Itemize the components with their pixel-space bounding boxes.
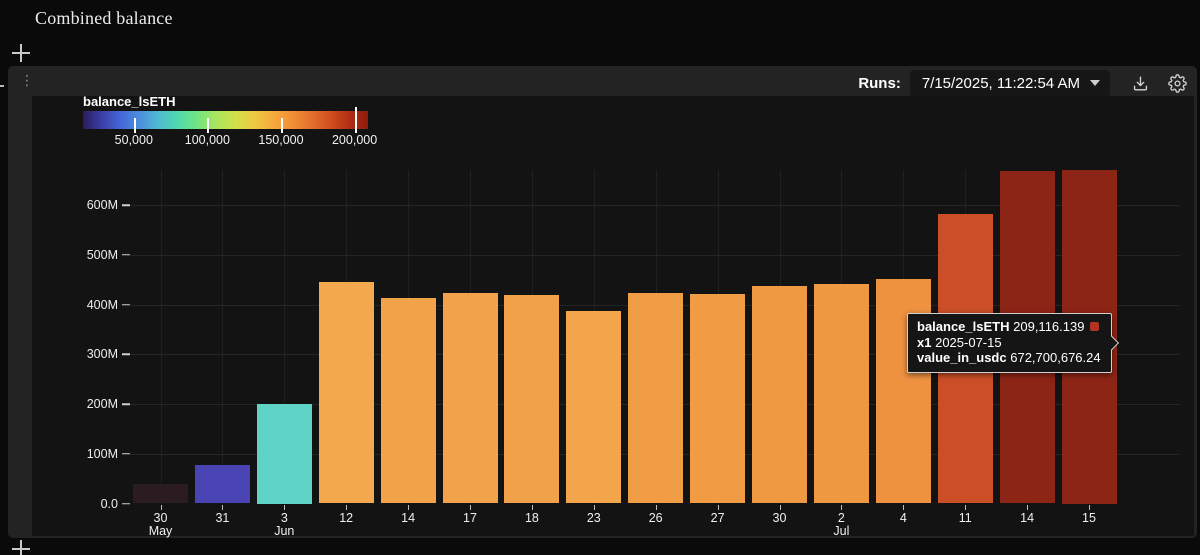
- bar[interactable]: [194, 464, 250, 504]
- gridline-vertical: [284, 170, 286, 504]
- tooltip-row: balance_lsETH 209,116.139: [917, 319, 1101, 335]
- y-axis-tick: [122, 453, 130, 455]
- x-axis-tick: [222, 505, 224, 510]
- y-axis-tick: [122, 403, 130, 405]
- tooltip-arrow: [1104, 335, 1119, 350]
- x-axis-tick-label: 3: [280, 510, 288, 525]
- bar[interactable]: [566, 310, 622, 504]
- y-axis-tick-label: 200M: [86, 397, 118, 411]
- gridline-vertical: [222, 170, 224, 504]
- bar[interactable]: [256, 404, 312, 504]
- x-axis-tick-label: 30: [153, 510, 168, 525]
- x-axis-tick-label: 31: [215, 510, 230, 525]
- tooltip: balance_lsETH 209,116.139 x1 2025-07-15 …: [907, 313, 1119, 373]
- color-scale-tick: [133, 118, 136, 133]
- x-axis-tick: [841, 505, 843, 510]
- x-axis-tick: [408, 505, 410, 510]
- x-axis-month-label: Jun: [274, 523, 295, 538]
- y-axis-tick-label: 100M: [86, 446, 118, 461]
- chart-area: balance_lsETH 50,000 100,000 150,000 200,00…: [32, 94, 1194, 538]
- x-axis-tick-label: 27: [710, 510, 725, 525]
- x-axis-tick-label: 17: [463, 510, 477, 525]
- x-axis-tick-label: 26: [648, 510, 663, 525]
- series-swatch: [1090, 322, 1100, 331]
- add-panel-icon-bottom[interactable]: [12, 540, 30, 555]
- tooltip-row: value_in_usdc 672,700,676.24: [917, 350, 1101, 365]
- y-axis-tick: [122, 502, 130, 505]
- bar[interactable]: [690, 293, 746, 504]
- x-axis-tick-label: 30: [772, 510, 787, 525]
- color-scale-tick-label: 50,000: [114, 133, 153, 147]
- x-axis-tick-label: 18: [524, 510, 539, 525]
- x-axis-tick-label: 15: [1082, 510, 1096, 525]
- x-axis-month-label: Jul: [833, 523, 850, 538]
- x-axis-tick-label: 12: [339, 510, 354, 525]
- page-title: Combined balance: [35, 8, 173, 28]
- runs-dropdown[interactable]: 7/15/2025, 11:22:54 AM: [909, 69, 1110, 97]
- y-axis-tick: [122, 303, 130, 306]
- bar[interactable]: [504, 294, 560, 504]
- x-axis-tick: [779, 505, 781, 510]
- x-axis-tick: [470, 505, 471, 510]
- x-axis-tick: [717, 505, 719, 510]
- y-axis-tick-label: 600M: [86, 198, 118, 212]
- color-scale-tick: [354, 107, 357, 133]
- gridline-horizontal: [130, 254, 1180, 256]
- bar[interactable]: [380, 297, 436, 504]
- color-scale-tick: [207, 118, 210, 133]
- add-panel-icon-top[interactable]: [12, 44, 30, 62]
- color-scale-tick-label: 200,000: [331, 133, 378, 147]
- y-axis-tick-label: 300M: [86, 347, 118, 362]
- bar[interactable]: [442, 293, 498, 504]
- runs-label: Runs:: [858, 74, 901, 92]
- kebab-menu-icon[interactable]: ⋮: [20, 72, 34, 88]
- x-axis-tick-label: 4: [899, 510, 907, 525]
- x-axis-tick: [903, 505, 905, 510]
- bar[interactable]: [133, 483, 188, 504]
- y-axis-tick: [122, 254, 130, 256]
- color-scale-tick-label: 150,000: [258, 133, 304, 147]
- x-axis-tick-label: 11: [958, 510, 972, 525]
- gear-icon[interactable]: [1167, 73, 1187, 93]
- x-axis-tick: [965, 505, 967, 510]
- chevron-down-icon: [1090, 80, 1100, 86]
- panel-header: Runs: 7/15/2025, 11:22:54 AM: [858, 69, 1187, 97]
- color-scale-title: balance_lsETH: [83, 94, 176, 109]
- x-axis-tick: [593, 505, 595, 510]
- x-axis-tick: [531, 505, 533, 510]
- bar[interactable]: [752, 286, 807, 504]
- color-scale-tick-label: 100,000: [184, 133, 230, 147]
- bar[interactable]: [813, 283, 869, 504]
- bar[interactable]: [628, 292, 684, 504]
- download-icon[interactable]: [1130, 73, 1150, 93]
- gridline-horizontal: [130, 205, 1180, 206]
- x-axis-tick: [346, 505, 348, 510]
- y-axis-tick-label: 400M: [86, 297, 118, 312]
- color-scale-bar: [83, 111, 368, 129]
- x-axis-month-label: May: [148, 523, 173, 538]
- y-axis-tick: [122, 204, 130, 206]
- runs-dropdown-value: 7/15/2025, 11:22:54 AM: [921, 74, 1080, 92]
- x-axis-tick: [1089, 505, 1090, 510]
- x-axis-tick-label: 14: [1020, 510, 1035, 525]
- chart-panel: ⋮ Runs: 7/15/2025, 11:22:54 AM b: [8, 66, 1197, 538]
- x-axis-tick-label: 23: [586, 510, 601, 525]
- x-axis-tick: [160, 505, 162, 510]
- bar[interactable]: [318, 281, 374, 504]
- x-axis-tick-label: 2: [837, 510, 845, 525]
- x-axis-tick: [1027, 505, 1029, 510]
- gridline-vertical: [160, 170, 162, 504]
- y-axis-tick-label: 500M: [86, 247, 118, 262]
- color-scale-tick: [280, 118, 283, 133]
- x-axis-tick: [284, 505, 286, 510]
- y-axis-tick-label: 0.0: [100, 496, 118, 511]
- tooltip-row: x1 2025-07-15: [917, 334, 1002, 350]
- x-axis-tick: [655, 505, 657, 510]
- x-axis-tick-label: 14: [401, 510, 416, 525]
- left-edge-handle: [0, 85, 4, 87]
- y-axis-tick: [122, 353, 130, 355]
